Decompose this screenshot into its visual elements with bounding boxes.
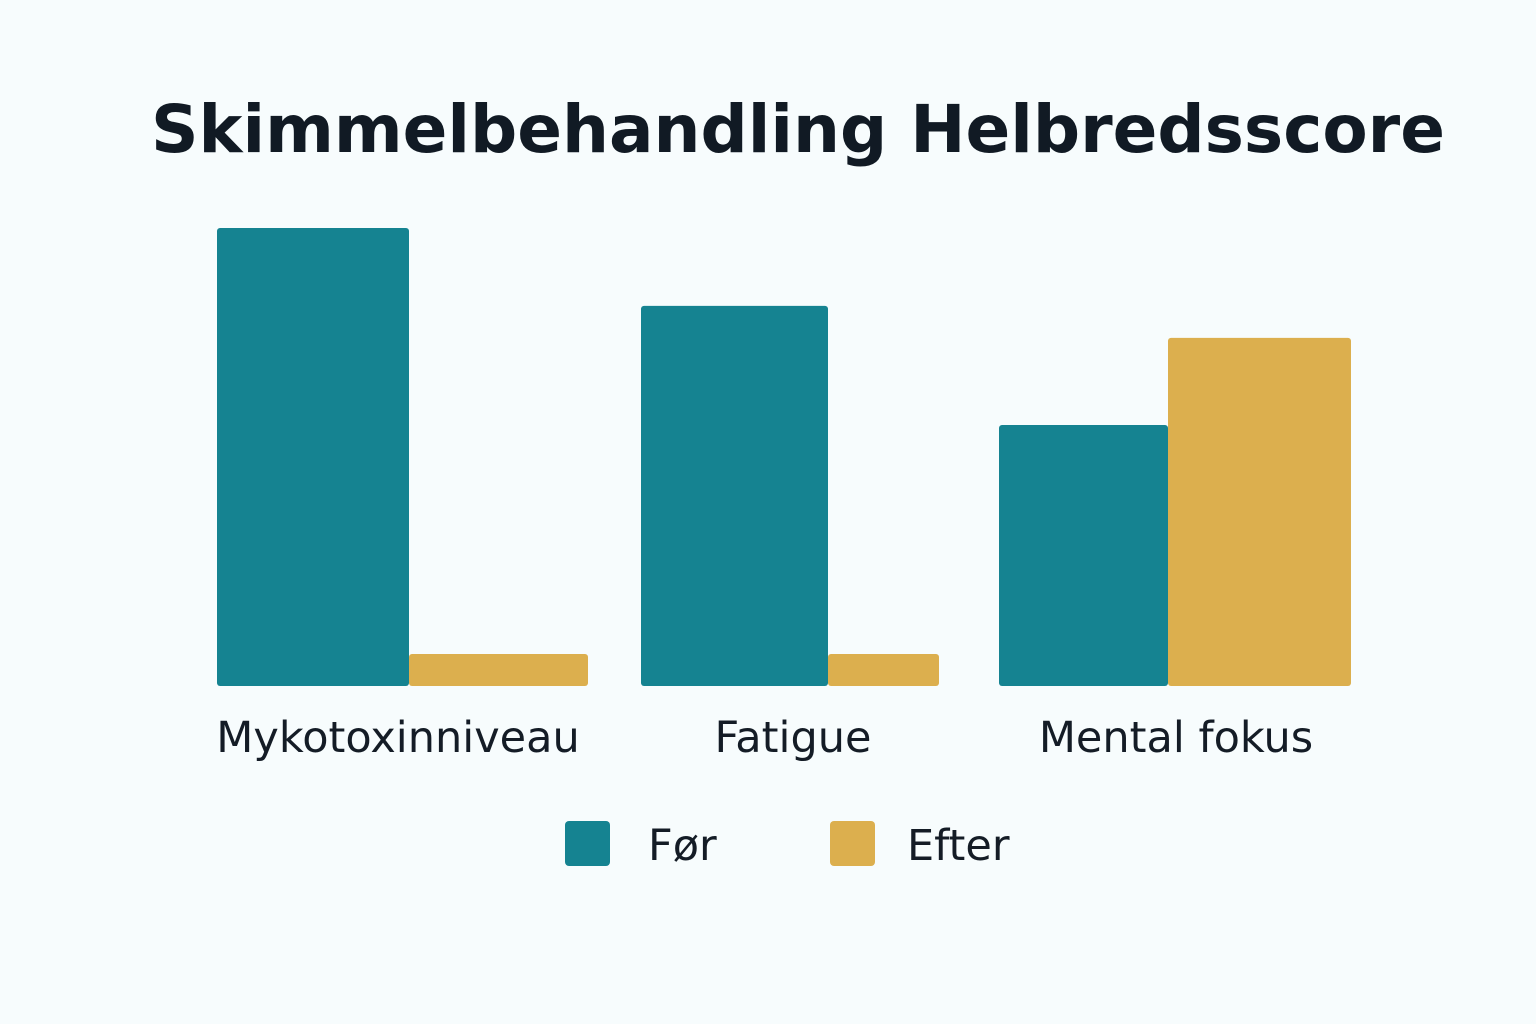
bar-mental-fokus-for (999, 424, 1168, 686)
legend-swatch-for (565, 821, 610, 866)
category-label-fatigue: Fatigue (715, 713, 872, 763)
legend: Før Efter (565, 821, 1010, 871)
bar-mykotoxinniveau-efter (409, 653, 588, 686)
bar-fatigue-for (641, 305, 828, 686)
category-label-mykotoxinniveau: Mykotoxinniveau (216, 713, 579, 763)
bars-layer (217, 228, 1351, 686)
bar-mykotoxinniveau-for (217, 228, 409, 686)
bar-fatigue-efter (828, 653, 939, 686)
category-label-mental-fokus: Mental fokus (1039, 713, 1313, 763)
legend-swatch-efter (830, 821, 875, 866)
chart-title: Skimmelbehandling Helbredsscore (151, 91, 1445, 168)
legend-label-for: Før (648, 821, 717, 871)
bar-mental-fokus-efter (1168, 337, 1351, 686)
legend-label-efter: Efter (907, 821, 1010, 871)
